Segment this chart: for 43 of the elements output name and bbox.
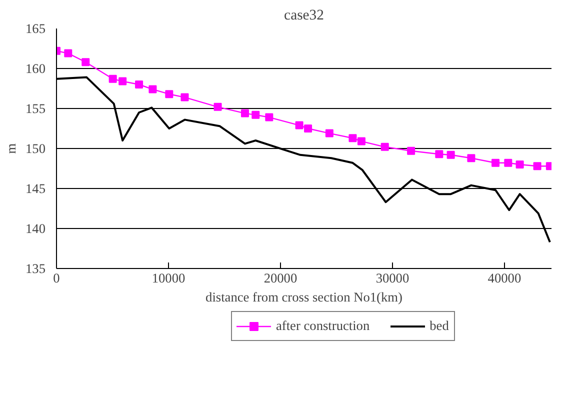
- x-tick-label: 30000: [376, 270, 410, 286]
- y-tick-label: 165: [26, 21, 46, 36]
- point: [148, 85, 157, 94]
- point: [265, 113, 274, 122]
- point: [295, 121, 304, 130]
- y-tick-label: 145: [26, 181, 46, 196]
- x-tick-label: 0: [53, 270, 60, 286]
- point: [492, 158, 500, 167]
- point: [407, 146, 416, 155]
- y-tick-label: 150: [26, 141, 46, 156]
- point: [446, 150, 455, 159]
- point: [435, 150, 444, 158]
- x-tick-label: 20000: [264, 270, 298, 286]
- point: [533, 162, 542, 170]
- point: [380, 142, 389, 151]
- x-tick-label: 40000: [488, 270, 522, 286]
- point: [135, 80, 144, 88]
- point: [108, 74, 117, 83]
- point: [180, 93, 189, 102]
- point: [82, 58, 90, 66]
- chart-title: case32: [284, 8, 324, 24]
- y-tick-label: 140: [26, 221, 46, 236]
- point: [214, 102, 222, 111]
- point: [304, 124, 312, 132]
- point: [467, 154, 476, 162]
- y-tick-label: 155: [26, 101, 46, 116]
- point: [252, 110, 260, 119]
- point: [118, 77, 127, 86]
- y-axis-title: m: [4, 142, 19, 154]
- point: [357, 137, 366, 146]
- point: [64, 49, 72, 58]
- point: [348, 134, 357, 142]
- point: [240, 109, 249, 118]
- point: [165, 90, 174, 98]
- point: [516, 160, 524, 168]
- y-tick-label: 135: [26, 261, 46, 276]
- point: [504, 158, 512, 167]
- y-tick-label: 160: [26, 61, 46, 76]
- legend-label: after construction: [276, 318, 370, 334]
- x-axis-title: distance from cross section No1(km): [206, 290, 402, 304]
- point: [325, 129, 334, 138]
- x-tick-label: 10000: [152, 270, 186, 286]
- legend-label: bed: [430, 318, 450, 334]
